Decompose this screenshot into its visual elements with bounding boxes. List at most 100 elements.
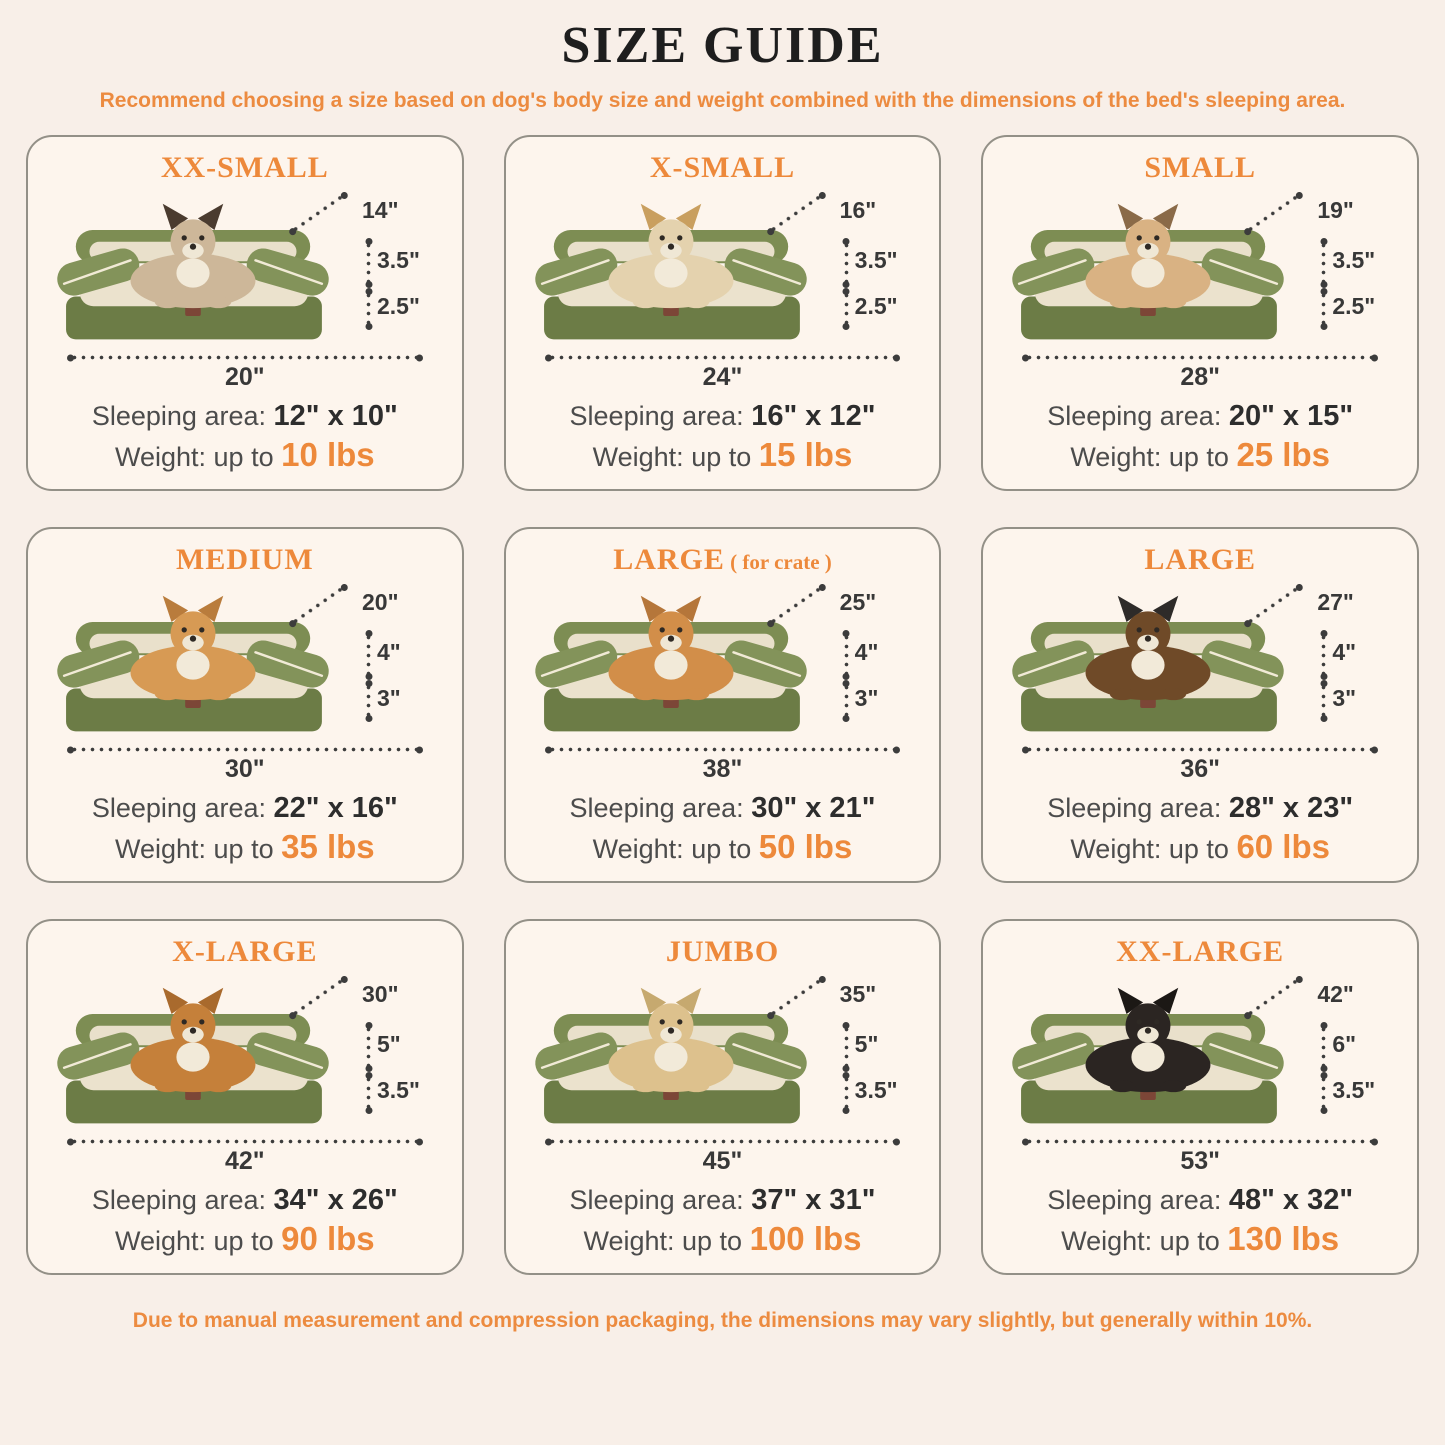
sleeping-area-value: 28" x 23" [1228,792,1354,824]
depth-dimension-label: 16" [839,197,877,223]
sleeping-area-value: 48" x 32" [1228,1184,1354,1216]
pet-silhouette [608,595,734,701]
base-height-label: 2.5" [377,293,420,319]
length-dimension: 20" [70,355,420,392]
bed-illustration: 42" 6" 3.5" [999,973,1401,1143]
length-dimension: 42" [70,1139,420,1176]
card-title: XX-LARGE [999,935,1401,969]
weight-label: Weight: up to [1070,834,1229,864]
length-dimension: 36" [1025,747,1375,784]
weight-text: Weight: up to 15 lbs [522,436,924,474]
pet-silhouette [130,595,256,701]
depth-dimension-label: 14" [362,197,399,223]
card-title: SMALL [999,151,1401,185]
length-dimension-label: 28" [1180,363,1220,391]
sleeping-area-label: Sleeping area: [91,1185,266,1215]
bolster-height-line [1321,1025,1327,1069]
sleeping-area-text: Sleeping area: 16" x 12" [522,400,924,433]
weight-value: 90 lbs [281,1220,375,1257]
weight-label: Weight: up to [114,1226,274,1256]
bolster-height-line [366,241,371,285]
size-grid: XX-SMALL [0,135,1445,1275]
base-height-label: 2.5" [1332,293,1376,319]
sleeping-area-label: Sleeping area: [569,793,744,823]
weight-value: 50 lbs [758,828,853,865]
pet-silhouette [1085,595,1211,701]
depth-dimension-label: 30" [362,981,399,1007]
weight-label: Weight: up to [592,834,752,864]
length-dimension: 28" [1025,355,1375,392]
bolster-height-label: 3.5" [854,247,898,273]
length-dimension-line [70,355,420,360]
sleeping-area-text: Sleeping area: 30" x 21" [522,792,924,825]
length-dimension-line [1025,355,1375,360]
base-height-line [366,1075,371,1111]
size-card: LARGE [981,527,1419,883]
sleeping-area-label: Sleeping area: [91,401,266,431]
base-height-label: 3" [854,685,879,711]
size-card: JUMBO [503,919,942,1275]
dog-bed-graphic [57,987,329,1124]
base-height-line [843,291,849,327]
length-dimension-line [547,1139,898,1144]
footer-note: Due to manual measurement and compressio… [132,1309,1313,1332]
weight-text: Weight: up to 10 lbs [44,436,446,474]
base-height-label: 3" [1332,685,1357,711]
card-title: XX-SMALL [44,151,446,185]
length-dimension-line [1025,1139,1375,1144]
base-height-line [843,1075,849,1111]
card-title: LARGE [999,543,1401,577]
base-height-line [366,683,371,719]
base-height-line [1321,683,1327,719]
weight-label: Weight: up to [114,442,274,472]
size-name: XX-LARGE [1116,935,1285,968]
bolster-height-label: 5" [854,1031,879,1057]
length-dimension-label: 24" [702,363,743,391]
size-card: X-SMALL [503,135,942,491]
length-dimension: 38" [547,747,898,784]
sleeping-area-value: 16" x 12" [751,400,876,432]
weight-text: Weight: up to 60 lbs [999,828,1401,866]
bed-illustration: 20" 4" 3" [44,581,446,751]
bed-illustration: 14" 3.5" 2.5" [44,189,446,359]
sleeping-area-value: 12" x 10" [273,400,398,432]
length-dimension-label: 20" [224,363,265,391]
length-dimension-label: 36" [1180,755,1220,783]
sleeping-area-label: Sleeping area: [91,793,266,823]
weight-value: 25 lbs [1236,436,1330,473]
length-dimension-label: 38" [702,755,743,783]
sleeping-area-value: 30" x 21" [751,792,876,824]
depth-dimension-label: 35" [839,981,877,1007]
weight-label: Weight: up to [1061,1226,1220,1256]
sleeping-area-value: 34" x 26" [273,1184,398,1216]
sleeping-area-text: Sleeping area: 20" x 15" [999,400,1401,433]
sleeping-area-label: Sleeping area: [1047,1185,1222,1215]
dog-bed-graphic [1012,203,1285,340]
sleeping-area-text: Sleeping area: 34" x 26" [44,1184,446,1217]
bolster-height-label: 6" [1332,1031,1357,1057]
bed-illustration: 25" 4" 3" [522,581,924,751]
bolster-height-label: 3.5" [1332,247,1376,273]
length-dimension-label: 53" [1180,1147,1220,1175]
base-height-line [843,683,849,719]
length-dimension-label: 45" [702,1147,743,1175]
size-card: XX-SMALL [26,135,464,491]
card-title: JUMBO [522,935,924,969]
weight-text: Weight: up to 35 lbs [44,828,446,866]
bed-illustration: 19" 3.5" 2.5" [999,189,1401,359]
sleeping-area-text: Sleeping area: 12" x 10" [44,400,446,433]
length-dimension-label: 42" [224,1147,265,1175]
depth-dimension-label: 25" [839,589,877,615]
size-card: MEDIUM [26,527,464,883]
depth-dimension-label: 42" [1317,981,1354,1007]
size-card: LARGE ( for crate ) [503,527,942,883]
base-height-label: 3.5" [1332,1077,1376,1103]
bed-illustration: 35" 5" 3.5" [522,973,924,1143]
weight-text: Weight: up to 130 lbs [999,1220,1401,1258]
bolster-height-line [1321,241,1327,285]
size-name: X-SMALL [649,151,796,184]
pet-silhouette [1085,987,1211,1093]
dog-bed-graphic [1012,595,1285,732]
weight-value: 100 lbs [749,1220,862,1257]
bolster-height-line [843,1025,849,1069]
